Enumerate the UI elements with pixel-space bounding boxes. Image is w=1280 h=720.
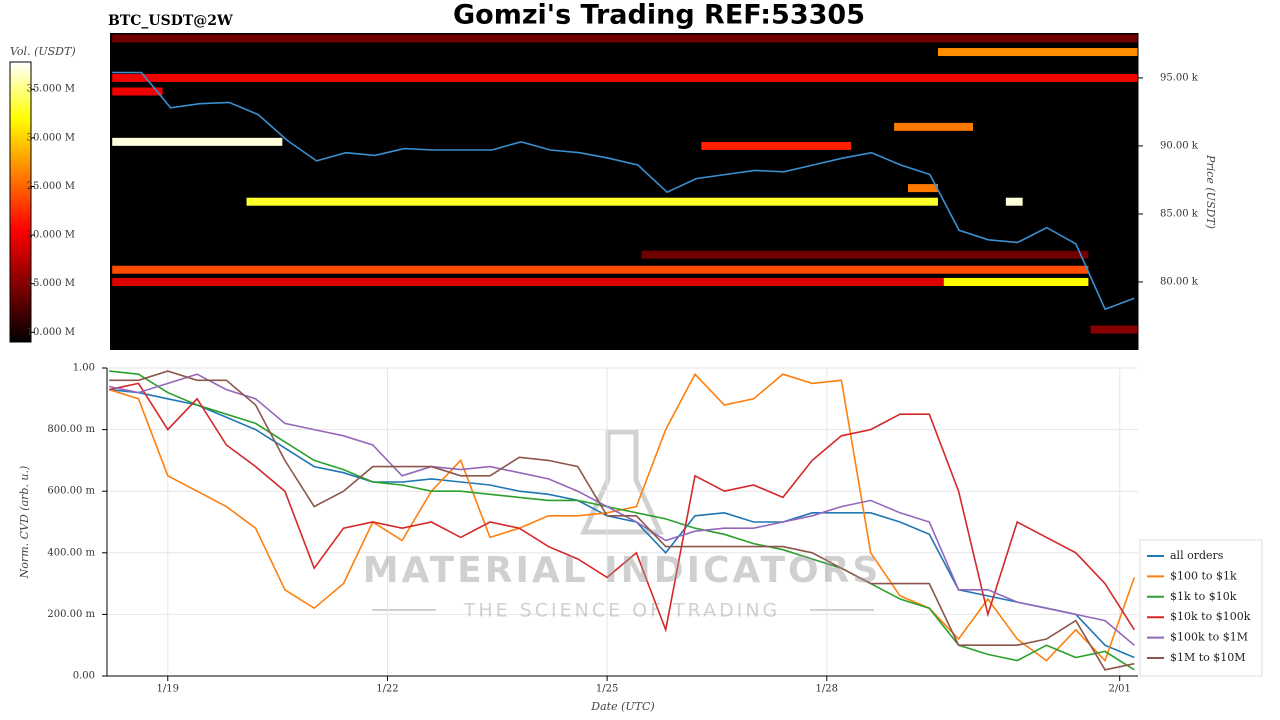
liquidity-level [1090, 325, 1138, 334]
colorbar-tick-label: 15.000 M [27, 278, 75, 289]
liquidity-level [937, 48, 1138, 57]
legend-label: $100 to $1k [1170, 569, 1237, 582]
cvd-line [109, 373, 1135, 646]
liquidity-level [246, 197, 938, 206]
liquidity-level [112, 73, 1139, 82]
y-tick-label: 95.00 k [1160, 72, 1199, 83]
liquidity-level [112, 137, 283, 146]
colorbar-tick-label: 30.000 M [27, 132, 75, 143]
watermark-flask [580, 429, 664, 535]
liquidity-level [112, 87, 163, 96]
liquidity-level [1005, 197, 1023, 206]
liquidity-level [641, 250, 1089, 259]
colorbar-tick-label: 35.000 M [27, 84, 75, 95]
colorbar-tick-label: 10.000 M [27, 327, 75, 338]
colorbar [9, 61, 32, 343]
liquidity-level [112, 265, 1089, 274]
legend-label: $1k to $10k [1170, 590, 1237, 603]
legend-label: $100k to $1M [1170, 631, 1248, 644]
symbol-label: BTC_USDT@2W [108, 13, 233, 29]
cvd-line [109, 388, 1135, 659]
x-tick-label: 1/28 [816, 684, 838, 695]
x-axis-label: Date (UTC) [590, 700, 654, 713]
liquidity-level [943, 277, 1089, 286]
y-tick-label: 400.00 m [47, 547, 95, 558]
legend-label: $1M to $10M [1170, 651, 1246, 664]
y-tick-label: 800.00 m [47, 424, 95, 435]
watermark [372, 429, 874, 611]
liquidity-level [112, 277, 1089, 286]
price-axis-label: Price (USDT) [1204, 154, 1217, 229]
x-tick-label: 1/25 [596, 684, 618, 695]
y-tick-label: 90.00 k [1160, 140, 1199, 151]
cvd-line [109, 370, 1135, 671]
y-tick-label: 80.00 k [1160, 276, 1199, 287]
liquidity-level [112, 34, 1139, 43]
watermark-tagline: THE SCIENCE OF TRADING [463, 600, 781, 622]
y-axis-label: Norm. CVD (arb. u.) [18, 466, 31, 580]
x-tick-label: 2/01 [1108, 684, 1130, 695]
legend-label: $10k to $100k [1170, 610, 1251, 623]
liquidity-level [894, 122, 973, 131]
price-line [112, 71, 1135, 311]
colorbar-tick-label: 25.000 M [27, 181, 75, 192]
colorbar-label: Vol. (USDT) [10, 45, 76, 58]
watermark-brand: MATERIAL INDICATORS [363, 550, 882, 591]
x-tick-label: 1/19 [157, 684, 179, 695]
legend-label: all orders [1170, 549, 1224, 562]
x-tick-label: 1/22 [376, 684, 398, 695]
y-tick-label: 1.00 [73, 363, 95, 374]
cvd-line [109, 370, 1135, 671]
heatmap-background [110, 33, 1138, 350]
cvd-line [109, 382, 1135, 633]
page-title: Gomzi's Trading REF:53305 [453, 0, 865, 31]
legend-box [1139, 539, 1263, 677]
liquidity-level [908, 184, 938, 193]
y-tick-label: 0.00 [73, 671, 95, 682]
colorbar-tick-label: 20.000 M [27, 230, 75, 241]
y-tick-label: 200.00 m [47, 609, 95, 620]
cvd-plot: 0.00 200.00 m 400.00 m 600.00 m 800.00 m 1.00… [47, 363, 1138, 695]
y-tick-label: 85.00 k [1160, 208, 1199, 219]
liquidity-level [701, 141, 852, 150]
y-tick-label: 600.00 m [47, 486, 95, 497]
